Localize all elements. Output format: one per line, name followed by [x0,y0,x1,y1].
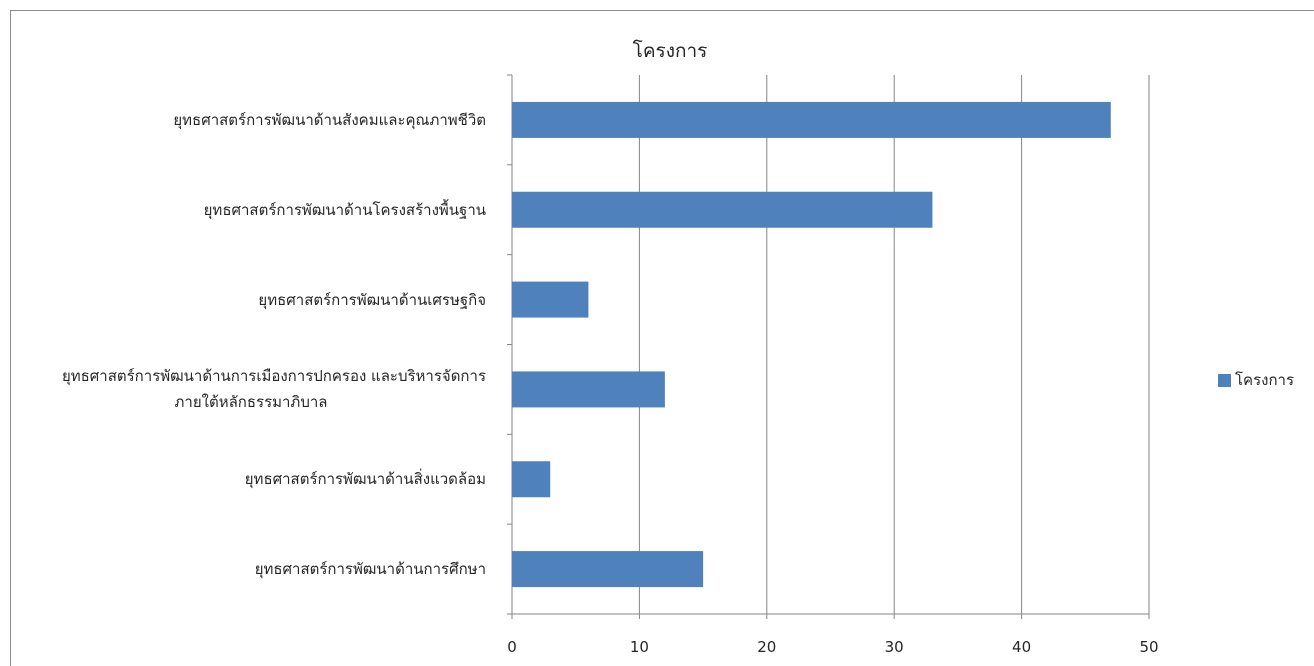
category-label-line: ยุทธศาสตร์การพัฒนาด้านโครงสร้างพื้นฐาน [203,200,486,219]
category-label-line: ยุทธศาสตร์การพัฒนาด้านสังคมและคุณภาพชีวิ… [173,110,486,129]
x-tick-label: 40 [1012,638,1031,656]
bar-0 [512,101,1111,138]
bar-2 [512,281,589,318]
category-label-line: ยุทธศาสตร์การพัฒนาด้านสิ่งแวดล้อม [244,470,486,489]
chart-frame [10,10,1314,666]
bar-5 [512,551,704,588]
x-tick-label: 0 [507,638,517,656]
chart-title: โครงการ [632,40,708,62]
x-tick-label: 20 [757,638,776,656]
legend-label: โครงการ [1235,371,1295,389]
category-label-line: ยุทธศาสตร์การพัฒนาด้านเศรษฐกิจ [258,290,486,309]
bar-4 [512,461,551,498]
x-tick-label: 30 [885,638,904,656]
bar-1 [512,191,933,228]
category-label: ยุทธศาสตร์การพัฒนาด้านสิ่งแวดล้อม [16,466,486,492]
category-label-line: ภายใต้หลักธรรมาภิบาล [174,393,328,412]
category-label: ยุทธศาสตร์การพัฒนาด้านสังคมและคุณภาพชีวิ… [16,107,486,133]
x-tick-label: 50 [1139,638,1158,656]
category-label-line: ยุทธศาสตร์การพัฒนาด้านการเมืองการปกครอง … [61,367,486,386]
bar-3 [512,371,665,408]
category-label: ยุทธศาสตร์การพัฒนาด้านเศรษฐกิจ [16,287,486,313]
x-tick-label: 10 [630,638,649,656]
category-label: ยุทธศาสตร์การพัฒนาด้านการเมืองการปกครอง … [16,363,486,415]
legend: โครงการ [1218,368,1294,392]
category-label-line: ยุทธศาสตร์การพัฒนาด้านการศึกษา [254,560,486,579]
legend-swatch [1218,373,1231,387]
category-label: ยุทธศาสตร์การพัฒนาด้านโครงสร้างพื้นฐาน [16,197,486,223]
category-label: ยุทธศาสตร์การพัฒนาด้านการศึกษา [16,556,486,582]
